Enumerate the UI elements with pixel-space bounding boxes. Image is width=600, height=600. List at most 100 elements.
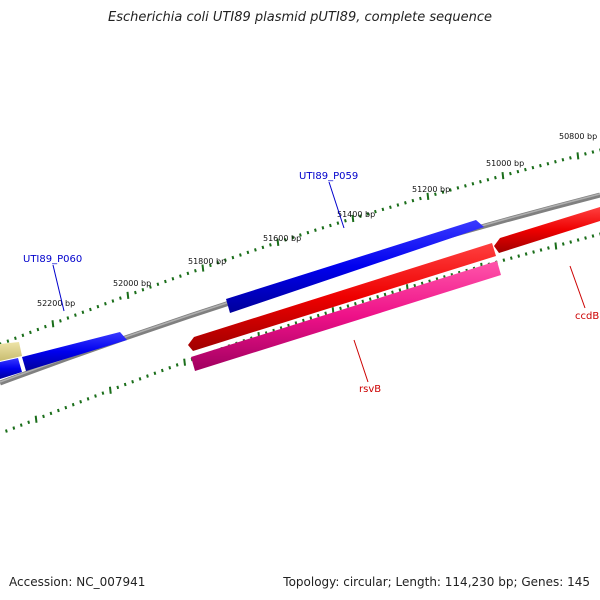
tick-outer-43	[321, 226, 325, 230]
tick-outer-24	[179, 274, 182, 278]
tick-outer-10	[74, 313, 77, 317]
tick-inner-55	[413, 283, 417, 288]
bp-label-52000: 52000 bp	[113, 279, 151, 288]
scale-labels: 50800 bp 51000 bp 51200 bp 51400 bp 5160…	[37, 132, 597, 308]
tick-outer-68	[509, 171, 512, 176]
tick-inner-69	[517, 254, 521, 258]
tick-outer-46	[344, 219, 347, 223]
leader-ccdB	[569, 265, 586, 309]
tick-outer-70	[524, 167, 527, 172]
tick-outer-77	[576, 152, 580, 160]
tick-outer-27	[201, 264, 205, 272]
tick-outer-31	[231, 255, 235, 260]
leader-UTI89_P059	[328, 181, 345, 229]
tick-outer-35	[261, 245, 265, 250]
tick-inner-0	[5, 429, 8, 433]
summary-text: Topology: circular; Length: 114,230 bp; …	[283, 575, 590, 589]
tick-outer-26	[194, 268, 197, 273]
tick-outer-3	[21, 333, 25, 338]
tick-outer-22	[164, 279, 167, 284]
tick-outer-12	[89, 307, 92, 312]
tick-outer-72	[539, 163, 542, 168]
tick-inner-40	[302, 318, 305, 323]
tick-outer-29	[216, 261, 220, 265]
gene-blue-left-partial[interactable]	[0, 358, 22, 379]
tick-outer-17	[126, 291, 130, 299]
tick-inner-10	[79, 400, 83, 404]
accession-text: Accession: NC_007941	[9, 575, 146, 589]
tick-outer-64	[479, 179, 482, 184]
tick-inner-52	[391, 290, 394, 295]
tick-inner-51	[383, 292, 387, 297]
tick-outer-16	[119, 296, 122, 300]
map-title: Escherichia coli UTI89 plasmid pUTI89, c…	[108, 10, 492, 25]
tick-inner-18	[138, 377, 142, 381]
tick-inner-15	[116, 385, 120, 390]
tick-outer-41	[306, 230, 310, 235]
tick-inner-70	[524, 252, 528, 256]
tick-outer-33	[246, 250, 250, 255]
tick-outer-37	[276, 238, 280, 246]
gene-UTI89_P059[interactable]	[226, 220, 484, 313]
gene-label-UTI89_P059[interactable]: UTI89_P059	[299, 171, 358, 182]
gene-UTI89_P060[interactable]	[22, 332, 127, 371]
tick-outer-36	[269, 243, 272, 247]
tick-inner-48	[361, 299, 365, 304]
gene-other-partial[interactable]	[0, 342, 22, 361]
tick-outer-47	[351, 214, 355, 223]
tick-outer-74	[554, 159, 557, 164]
gene-label-UTI89_P060[interactable]: UTI89_P060	[23, 254, 82, 265]
tick-outer-76	[569, 156, 572, 160]
tick-outer-65	[486, 177, 490, 182]
tick-inner-79	[591, 234, 595, 238]
gene-red-reverse[interactable]	[188, 243, 496, 351]
tick-outer-2	[14, 336, 17, 340]
tick-outer-38	[284, 238, 287, 242]
leader-rsvB	[353, 339, 369, 383]
tick-inner-4	[34, 415, 38, 423]
tick-inner-1	[12, 426, 16, 430]
tick-inner-76	[569, 240, 573, 244]
tick-outer-57	[426, 192, 430, 200]
tick-inner-74	[554, 242, 558, 250]
tick-outer-63	[471, 182, 475, 186]
tick-inner-49	[368, 297, 372, 301]
tick-outer-18	[134, 290, 137, 295]
tick-outer-58	[434, 192, 437, 196]
tick-outer-52	[389, 205, 392, 209]
tick-outer-67	[501, 172, 505, 180]
tick-inner-50	[376, 295, 380, 299]
tick-outer-6	[44, 324, 47, 329]
tick-outer-60	[449, 188, 452, 192]
gene-label-ccdB[interactable]: ccdB	[575, 311, 599, 322]
tick-outer-55	[411, 198, 415, 203]
gene-ccdB[interactable]	[494, 207, 600, 253]
tick-outer-4	[29, 330, 32, 335]
tick-inner-77	[576, 238, 580, 242]
tick-inner-21	[160, 368, 164, 373]
tick-inner-71	[532, 250, 535, 254]
bp-label-51000: 51000 bp	[486, 159, 524, 168]
tick-inner-72	[539, 248, 543, 252]
tick-outer-40	[299, 233, 302, 237]
tick-outer-20	[149, 285, 152, 289]
tick-inner-22	[168, 365, 172, 370]
tick-inner-24	[183, 358, 186, 366]
tick-outer-45	[336, 221, 340, 225]
gene-label-rsvB[interactable]: rsvB	[359, 384, 381, 395]
leader-UTI89_P060	[52, 264, 65, 312]
bp-label-51200: 51200 bp	[412, 185, 450, 194]
gene-rsvB[interactable]	[191, 261, 501, 371]
tick-outer-75	[561, 158, 565, 162]
tick-inner-68	[509, 256, 513, 260]
tick-outer-1	[6, 339, 10, 343]
tick-outer-32	[239, 253, 242, 257]
tick-outer-7	[51, 320, 55, 328]
tick-inner-42	[316, 313, 320, 318]
tick-outer-50	[374, 209, 377, 214]
tick-outer-71	[531, 165, 535, 170]
tick-outer-66	[494, 175, 497, 180]
tick-inner-14	[108, 386, 112, 394]
tick-inner-5	[42, 414, 45, 419]
tick-inner-75	[561, 242, 565, 246]
